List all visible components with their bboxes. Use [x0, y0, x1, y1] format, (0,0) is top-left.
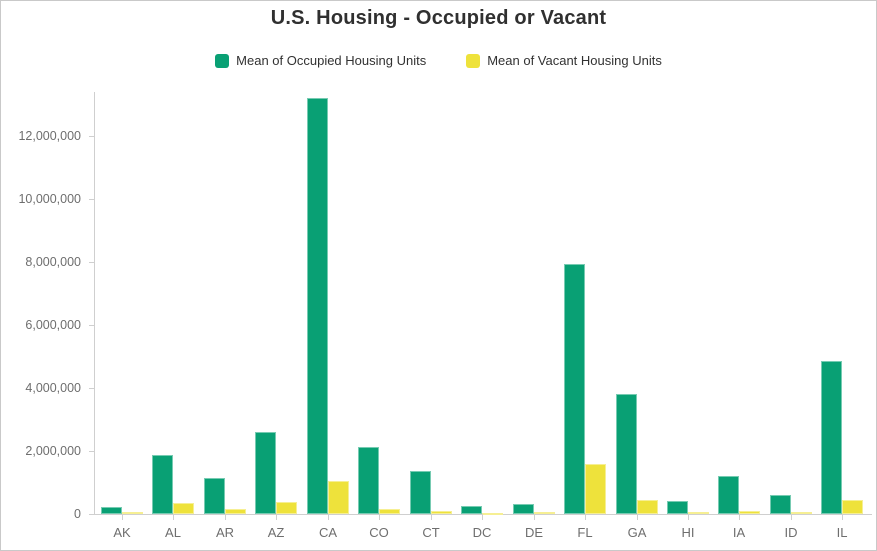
- x-tick-label-HI: HI: [681, 525, 695, 540]
- bar-occupied-DC[interactable]: [461, 506, 482, 514]
- x-tick-label-CO: CO: [369, 525, 389, 540]
- y-tick: [89, 136, 95, 137]
- y-tick-label: 6,000,000: [25, 318, 81, 332]
- bar-vacant-IL[interactable]: [842, 500, 863, 514]
- x-tick-label-ID: ID: [784, 525, 798, 540]
- y-tick: [89, 451, 95, 452]
- bar-vacant-AL[interactable]: [173, 503, 194, 514]
- bar-occupied-CT[interactable]: [410, 471, 431, 514]
- bar-vacant-FL[interactable]: [585, 464, 606, 514]
- x-tick-label-IA: IA: [732, 525, 746, 540]
- chart-title: U.S. Housing - Occupied or Vacant: [270, 7, 607, 29]
- chart-legend: Mean of Occupied Housing Units Mean of Va…: [1, 53, 876, 68]
- y-tick: [89, 388, 95, 389]
- bar-occupied-HI[interactable]: [667, 501, 688, 514]
- x-tick-label-IL: IL: [836, 525, 848, 540]
- y-tick-label: 2,000,000: [25, 444, 81, 458]
- legend-swatch: [215, 53, 230, 68]
- bar-occupied-AR[interactable]: [204, 478, 225, 514]
- y-tick: [89, 199, 95, 200]
- x-tick-label-CT: CT: [422, 525, 440, 540]
- bar-vacant-CT[interactable]: [431, 511, 452, 514]
- y-tick-label: 8,000,000: [25, 255, 81, 269]
- bar-occupied-AK[interactable]: [101, 507, 122, 514]
- bar-vacant-CO[interactable]: [379, 509, 400, 514]
- bar-occupied-CO[interactable]: [358, 447, 379, 514]
- bar-occupied-ID[interactable]: [770, 495, 791, 514]
- y-tick-label: 4,000,000: [25, 381, 81, 395]
- bar-occupied-DE[interactable]: [513, 504, 534, 514]
- bar-vacant-DE[interactable]: [534, 512, 555, 514]
- x-tick: [637, 514, 638, 520]
- bar-vacant-IA[interactable]: [739, 511, 760, 514]
- bar-vacant-CA[interactable]: [328, 481, 349, 514]
- bar-vacant-GA[interactable]: [637, 500, 658, 514]
- bar-occupied-AL[interactable]: [152, 455, 173, 514]
- y-tick-label: 10,000,000: [18, 192, 81, 206]
- x-tick: [585, 514, 586, 520]
- x-tick: [842, 514, 843, 520]
- x-tick: [431, 514, 432, 520]
- x-tick-label-CA: CA: [318, 525, 338, 540]
- x-tick: [276, 514, 277, 520]
- x-tick-label-FL: FL: [577, 525, 593, 540]
- bar-vacant-ID[interactable]: [791, 512, 812, 514]
- legend-swatch: [466, 53, 481, 68]
- bar-vacant-AZ[interactable]: [276, 502, 297, 514]
- bar-occupied-CA[interactable]: [307, 98, 328, 514]
- x-tick: [739, 514, 740, 520]
- legend-item-occupied[interactable]: Mean of Occupied Housing Units: [215, 53, 426, 68]
- x-tick-label-GA: GA: [627, 525, 647, 540]
- y-tick: [89, 325, 95, 326]
- bar-occupied-GA[interactable]: [616, 394, 637, 514]
- x-tick-label-AR: AR: [215, 525, 235, 540]
- x-tick: [173, 514, 174, 520]
- bar-occupied-IL[interactable]: [821, 361, 842, 514]
- y-tick-label: 0: [74, 507, 81, 521]
- y-tick: [89, 262, 95, 263]
- x-tick: [482, 514, 483, 520]
- bar-vacant-AK[interactable]: [122, 512, 143, 514]
- bar-occupied-IA[interactable]: [718, 476, 739, 514]
- bar-vacant-DC[interactable]: [482, 513, 503, 515]
- x-tick: [379, 514, 380, 520]
- x-tick: [328, 514, 329, 520]
- legend-item-label: Mean of Vacant Housing Units: [487, 53, 662, 68]
- x-tick-label-AZ: AZ: [267, 525, 285, 540]
- y-tick-label: 12,000,000: [18, 129, 81, 143]
- x-tick-label-AL: AL: [165, 525, 181, 540]
- bar-vacant-HI[interactable]: [688, 512, 709, 514]
- x-tick-label-DC: DC: [472, 525, 492, 540]
- x-tick: [122, 514, 123, 520]
- bar-vacant-AR[interactable]: [225, 509, 246, 514]
- bar-occupied-FL[interactable]: [564, 264, 585, 514]
- x-tick-label-DE: DE: [524, 525, 544, 540]
- legend-item-vacant[interactable]: Mean of Vacant Housing Units: [466, 53, 662, 68]
- x-tick: [225, 514, 226, 520]
- x-tick-label-AK: AK: [113, 525, 131, 540]
- bar-occupied-AZ[interactable]: [255, 432, 276, 514]
- y-axis-line: [94, 92, 95, 515]
- x-tick: [534, 514, 535, 520]
- y-tick: [89, 514, 95, 515]
- x-tick: [688, 514, 689, 520]
- x-tick: [791, 514, 792, 520]
- legend-item-label: Mean of Occupied Housing Units: [236, 53, 427, 68]
